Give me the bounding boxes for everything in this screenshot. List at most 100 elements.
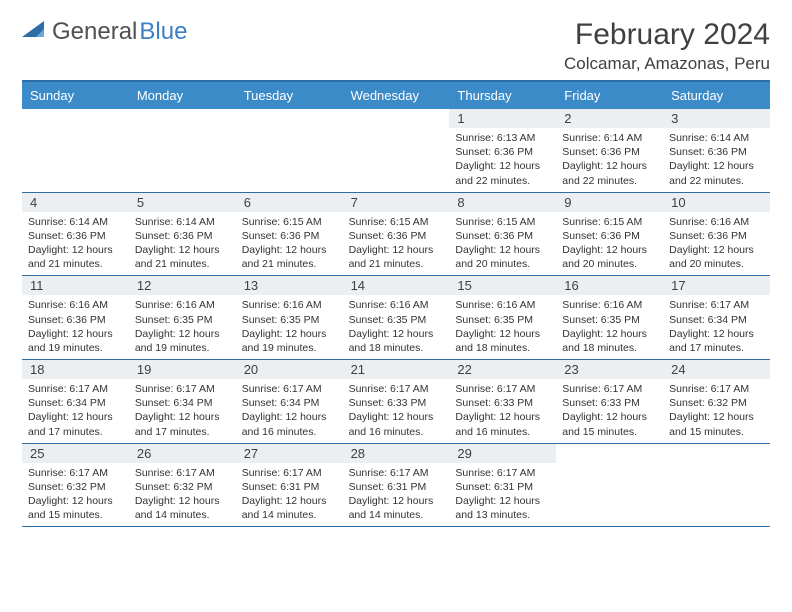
daylight-line: Daylight: 12 hours and 19 minutes. [242,327,337,355]
day-number: 25 [22,444,129,463]
day-cell: 23Sunrise: 6:17 AMSunset: 6:33 PMDayligh… [556,360,663,443]
day-cell: 16Sunrise: 6:16 AMSunset: 6:35 PMDayligh… [556,276,663,359]
daylight-line: Daylight: 12 hours and 15 minutes. [28,494,123,522]
sunset-line: Sunset: 6:36 PM [455,229,550,243]
sunset-line: Sunset: 6:35 PM [562,313,657,327]
sunset-line: Sunset: 6:34 PM [28,396,123,410]
day-cell: 0 [236,109,343,192]
day-number: 5 [129,193,236,212]
daylight-line: Daylight: 12 hours and 18 minutes. [349,327,444,355]
day-info: Sunrise: 6:17 AMSunset: 6:34 PMDaylight:… [663,295,770,359]
sunset-line: Sunset: 6:36 PM [562,229,657,243]
day-cell: 10Sunrise: 6:16 AMSunset: 6:36 PMDayligh… [663,193,770,276]
day-cell: 26Sunrise: 6:17 AMSunset: 6:32 PMDayligh… [129,444,236,527]
weekday-wed: Wednesday [343,82,450,109]
day-number: 24 [663,360,770,379]
day-cell: 0 [129,109,236,192]
day-info: Sunrise: 6:14 AMSunset: 6:36 PMDaylight:… [129,212,236,276]
daylight-line: Daylight: 12 hours and 15 minutes. [562,410,657,438]
day-number: 12 [129,276,236,295]
daylight-line: Daylight: 12 hours and 22 minutes. [562,159,657,187]
logo-text-general: General [52,18,137,46]
sunset-line: Sunset: 6:33 PM [455,396,550,410]
daylight-line: Daylight: 12 hours and 17 minutes. [669,327,764,355]
day-number: 29 [449,444,556,463]
day-cell: 24Sunrise: 6:17 AMSunset: 6:32 PMDayligh… [663,360,770,443]
daylight-line: Daylight: 12 hours and 14 minutes. [242,494,337,522]
daylight-line: Daylight: 12 hours and 16 minutes. [455,410,550,438]
sunrise-line: Sunrise: 6:17 AM [349,466,444,480]
sunrise-line: Sunrise: 6:17 AM [242,382,337,396]
day-number: 23 [556,360,663,379]
day-number: 2 [556,109,663,128]
sunrise-line: Sunrise: 6:17 AM [135,466,230,480]
sunrise-line: Sunrise: 6:17 AM [455,466,550,480]
daylight-line: Daylight: 12 hours and 15 minutes. [669,410,764,438]
daylight-line: Daylight: 12 hours and 21 minutes. [349,243,444,271]
weekday-thu: Thursday [449,82,556,109]
weekday-sat: Saturday [663,82,770,109]
day-info: Sunrise: 6:16 AMSunset: 6:35 PMDaylight:… [236,295,343,359]
sunset-line: Sunset: 6:34 PM [669,313,764,327]
day-cell: 29Sunrise: 6:17 AMSunset: 6:31 PMDayligh… [449,444,556,527]
day-info: Sunrise: 6:17 AMSunset: 6:33 PMDaylight:… [556,379,663,443]
sunrise-line: Sunrise: 6:15 AM [349,215,444,229]
week-row: 18Sunrise: 6:17 AMSunset: 6:34 PMDayligh… [22,360,770,444]
sunset-line: Sunset: 6:33 PM [562,396,657,410]
day-info: Sunrise: 6:17 AMSunset: 6:32 PMDaylight:… [129,463,236,527]
calendar: Sunday Monday Tuesday Wednesday Thursday… [22,80,770,527]
sunset-line: Sunset: 6:35 PM [349,313,444,327]
day-info: Sunrise: 6:17 AMSunset: 6:32 PMDaylight:… [22,463,129,527]
day-info: Sunrise: 6:15 AMSunset: 6:36 PMDaylight:… [556,212,663,276]
sunrise-line: Sunrise: 6:16 AM [669,215,764,229]
day-number: 3 [663,109,770,128]
day-number: 11 [22,276,129,295]
day-cell: 4Sunrise: 6:14 AMSunset: 6:36 PMDaylight… [22,193,129,276]
day-info: Sunrise: 6:14 AMSunset: 6:36 PMDaylight:… [663,128,770,192]
daylight-line: Daylight: 12 hours and 18 minutes. [562,327,657,355]
day-number: 21 [343,360,450,379]
sunrise-line: Sunrise: 6:16 AM [28,298,123,312]
day-cell: 3Sunrise: 6:14 AMSunset: 6:36 PMDaylight… [663,109,770,192]
day-number: 20 [236,360,343,379]
day-number: 9 [556,193,663,212]
sunset-line: Sunset: 6:36 PM [28,313,123,327]
sunrise-line: Sunrise: 6:17 AM [28,382,123,396]
location-label: Colcamar, Amazonas, Peru [564,54,770,74]
daylight-line: Daylight: 12 hours and 19 minutes. [28,327,123,355]
day-info: Sunrise: 6:17 AMSunset: 6:33 PMDaylight:… [449,379,556,443]
day-info: Sunrise: 6:16 AMSunset: 6:35 PMDaylight:… [129,295,236,359]
day-cell: 1Sunrise: 6:13 AMSunset: 6:36 PMDaylight… [449,109,556,192]
weeks-container: 00001Sunrise: 6:13 AMSunset: 6:36 PMDayl… [22,109,770,527]
sunset-line: Sunset: 6:35 PM [242,313,337,327]
day-number: 26 [129,444,236,463]
day-info: Sunrise: 6:14 AMSunset: 6:36 PMDaylight:… [22,212,129,276]
day-cell: 5Sunrise: 6:14 AMSunset: 6:36 PMDaylight… [129,193,236,276]
sunrise-line: Sunrise: 6:14 AM [669,131,764,145]
logo-triangle-icon [22,18,48,46]
sunrise-line: Sunrise: 6:16 AM [242,298,337,312]
sunrise-line: Sunrise: 6:17 AM [669,298,764,312]
day-number: 4 [22,193,129,212]
daylight-line: Daylight: 12 hours and 21 minutes. [28,243,123,271]
sunset-line: Sunset: 6:34 PM [242,396,337,410]
day-cell: 20Sunrise: 6:17 AMSunset: 6:34 PMDayligh… [236,360,343,443]
sunrise-line: Sunrise: 6:14 AM [562,131,657,145]
week-row: 25Sunrise: 6:17 AMSunset: 6:32 PMDayligh… [22,444,770,528]
daylight-line: Daylight: 12 hours and 17 minutes. [135,410,230,438]
sunrise-line: Sunrise: 6:17 AM [28,466,123,480]
day-number: 22 [449,360,556,379]
day-cell: 0 [556,444,663,527]
day-info: Sunrise: 6:17 AMSunset: 6:33 PMDaylight:… [343,379,450,443]
day-cell: 14Sunrise: 6:16 AMSunset: 6:35 PMDayligh… [343,276,450,359]
sunrise-line: Sunrise: 6:16 AM [135,298,230,312]
sunrise-line: Sunrise: 6:17 AM [455,382,550,396]
sunset-line: Sunset: 6:36 PM [455,145,550,159]
sunset-line: Sunset: 6:31 PM [242,480,337,494]
day-number: 6 [236,193,343,212]
sunrise-line: Sunrise: 6:14 AM [28,215,123,229]
day-info: Sunrise: 6:15 AMSunset: 6:36 PMDaylight:… [236,212,343,276]
sunrise-line: Sunrise: 6:16 AM [562,298,657,312]
day-number: 7 [343,193,450,212]
daylight-line: Daylight: 12 hours and 20 minutes. [455,243,550,271]
